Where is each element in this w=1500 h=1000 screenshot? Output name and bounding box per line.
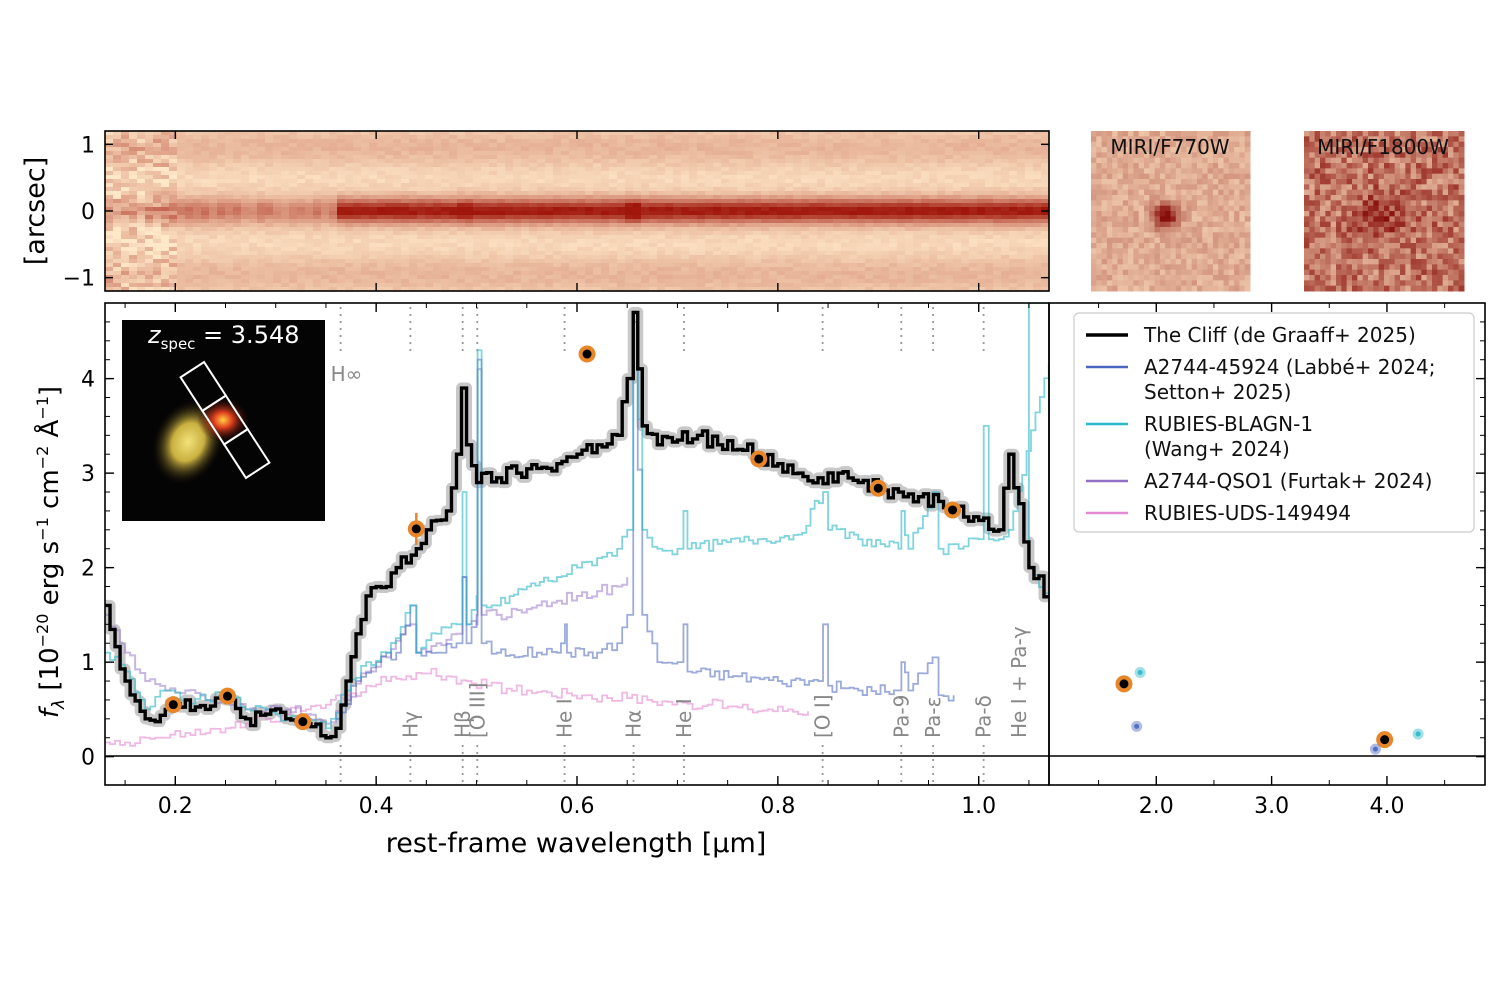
inset-redshift-label: zspec = 3.548 (147, 321, 300, 353)
legend-label: A2744-QSO1 (Furtak+ 2024) (1144, 469, 1432, 493)
right-frame (1048, 302, 1486, 786)
inset-slit (179, 360, 271, 480)
main-x-tick-label: 0.6 (560, 794, 595, 819)
spectrum-series-line (105, 310, 1049, 740)
legend-box (1073, 312, 1475, 533)
emission-line-label: Hα (622, 710, 646, 738)
emission-line-label: [O III] (465, 683, 489, 738)
right-x-tick-label: 3.0 (1254, 794, 1289, 819)
miri-photometry-panel: 2.0 3.0 4.0 (1048, 302, 1486, 819)
legend-entry: A2744-45924 (Labbé+ 2024; Setton+ 2025) (1086, 355, 1435, 404)
emission-line-label: He I + Pa-γ (1007, 626, 1031, 738)
legend-label: RUBIES-UDS-149494 (1144, 501, 1351, 525)
spectrum-series-line (105, 303, 1049, 730)
main-spectrum-panel: 0.2 0.4 0.6 0.8 1.0 0 1 2 3 4 H∞ Hγ Hβ[O III] He I Hα… (33, 302, 1485, 859)
miri-photometry-points (1115, 667, 1424, 755)
emission-line-label: He I (672, 698, 696, 738)
emission-line-label: Hβ (451, 710, 475, 738)
emission-line-label: He I (553, 698, 577, 738)
main-x-tick-label: 0.4 (359, 794, 394, 819)
right-axis-ticks: 2.0 3.0 4.0 (1098, 303, 1446, 819)
main-y-tick-label: 0 (81, 746, 95, 771)
legend-entry: RUBIES-BLAGN-1 (Wang+ 2024) (1086, 412, 1313, 461)
legend: The Cliff (de Graaff+ 2025) A2744-45924 (… (1073, 312, 1475, 533)
spectrum-2d-y-tick-label: 1 (81, 133, 95, 158)
spectrum-2d-image (105, 131, 1050, 292)
inset-image: zspec = 3.548 (122, 320, 325, 521)
main-x-tick-label: 0.2 (158, 794, 193, 819)
emission-line-label: H∞ (331, 362, 363, 386)
main-y-tick-label: 3 (81, 462, 95, 487)
main-axis-ticks: 0.2 0.4 0.6 0.8 1.0 0 1 2 3 4 (81, 303, 1485, 819)
spectrum-series-line (105, 667, 809, 747)
legend-label: Setton+ 2025) (1144, 380, 1291, 404)
emission-line-label: Pa-9 (889, 695, 913, 738)
legend-label: RUBIES-BLAGN-1 (1144, 412, 1313, 436)
right-x-tick-label: 2.0 (1139, 794, 1174, 819)
spectrum-2d-ylabel: [arcsec] (20, 157, 51, 266)
spectrum-series-line (335, 321, 955, 720)
miri-f770w-image (1091, 131, 1251, 292)
main-x-tick-label: 1.0 (961, 794, 996, 819)
spectrum-2d-panel: 1 0 −1 [arcsec] (20, 130, 1050, 292)
photometry-points (164, 345, 962, 731)
miri-f770w-label: MIRI/F770W (1110, 135, 1229, 159)
main-ylabel: fλ [10−20 erg s−1 cm−2 Å−1] (33, 386, 69, 718)
emission-line-label: [O I] (811, 694, 835, 738)
inset-cliff-source (197, 398, 249, 442)
spectrum-2d-y-ticks: 1 0 −1 (63, 131, 1049, 292)
legend-entry: RUBIES-UDS-149494 (1086, 501, 1351, 525)
emission-line-label: Pa-δ (972, 695, 996, 738)
spectrum-2d-y-tick-label: −1 (63, 267, 95, 292)
miri-f1800w-image (1304, 131, 1465, 292)
emission-line-label: Hγ (398, 711, 422, 738)
legend-entry: A2744-QSO1 (Furtak+ 2024) (1086, 469, 1432, 493)
miri-cutout-f1800w: MIRI/F1800W (1304, 131, 1465, 292)
emission-line-markers (339, 307, 985, 783)
legend-label: The Cliff (de Graaff+ 2025) (1143, 323, 1416, 347)
legend-entry: The Cliff (de Graaff+ 2025) (1086, 323, 1416, 347)
spectra-series (105, 303, 1049, 747)
spectrum-2d-y-tick-label: 0 (81, 200, 95, 225)
right-x-tick-label: 4.0 (1369, 794, 1404, 819)
main-x-tick-label: 0.8 (760, 794, 795, 819)
legend-label: (Wang+ 2024) (1144, 437, 1290, 461)
emission-line-labels: H∞ Hγ Hβ[O III] He I Hα He I [O I] Pa-9 Pa-ε Pa-δ… (331, 362, 1031, 738)
miri-cutout-f770w: MIRI/F770W (1091, 131, 1251, 292)
emission-line-label: Pa-ε (921, 697, 945, 738)
main-y-tick-label: 4 (81, 368, 95, 393)
main-xlabel: rest-frame wavelength [μm] (386, 828, 767, 859)
legend-label: A2744-45924 (Labbé+ 2024; (1144, 355, 1435, 379)
main-y-tick-label: 1 (81, 651, 95, 676)
miri-f1800w-label: MIRI/F1800W (1317, 135, 1449, 159)
main-y-tick-label: 2 (81, 557, 95, 582)
